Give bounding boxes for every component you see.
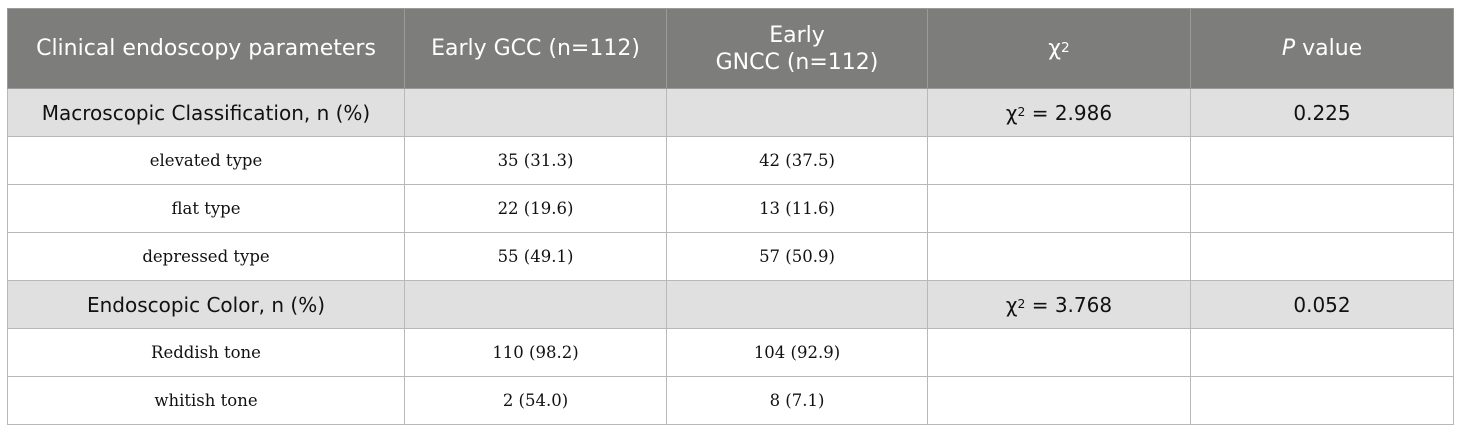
empty-cell	[666, 88, 928, 137]
group-label: Endoscopic Color, n (%)	[7, 280, 405, 329]
empty-cell	[1190, 328, 1454, 377]
table-row: elevated type 35 (31.3) 42 (37.5)	[7, 136, 1454, 185]
gcc-value: 110 (98.2)	[404, 328, 667, 377]
row-label: depressed type	[7, 232, 405, 281]
empty-cell	[927, 328, 1191, 377]
empty-cell	[404, 88, 667, 137]
empty-cell	[1190, 232, 1454, 281]
table-row: flat type 22 (19.6) 13 (11.6)	[7, 184, 1454, 233]
header-row: Clinical endoscopy parameters Early GCC …	[7, 8, 1454, 89]
gncc-value: 57 (50.9)	[666, 232, 928, 281]
header-p-value: P value	[1190, 8, 1454, 89]
header-early-gcc: Early GCC (n=112)	[404, 8, 667, 89]
chi-square-value: χ2 = 2.986	[927, 88, 1191, 137]
header-chi-square: χ2	[927, 8, 1191, 89]
empty-cell	[927, 136, 1191, 185]
header-parameters: Clinical endoscopy parameters	[7, 8, 405, 89]
empty-cell	[404, 280, 667, 329]
chi-symbol: χ	[1005, 100, 1018, 125]
chi-superscript: 2	[1017, 296, 1026, 312]
header-chi-symbol: χ	[1048, 36, 1062, 61]
empty-cell	[1190, 136, 1454, 185]
header-early-gcc-label: Early GCC (n=112)	[431, 36, 640, 61]
gncc-value: 13 (11.6)	[666, 184, 928, 233]
p-value: 0.225	[1190, 88, 1454, 137]
p-value: 0.052	[1190, 280, 1454, 329]
header-p-rest: value	[1295, 36, 1363, 61]
row-label: Reddish tone	[7, 328, 405, 377]
empty-cell	[1190, 184, 1454, 233]
gncc-value: 42 (37.5)	[666, 136, 928, 185]
gcc-value: 35 (31.3)	[404, 136, 667, 185]
row-label: elevated type	[7, 136, 405, 185]
group-row-endoscopic-color: Endoscopic Color, n (%) χ2 = 3.768 0.052	[7, 280, 1454, 329]
table-body: Macroscopic Classification, n (%) χ2 = 2…	[7, 88, 1454, 425]
table-row: Reddish tone 110 (98.2) 104 (92.9)	[7, 328, 1454, 377]
header-chi-superscript: 2	[1061, 39, 1070, 56]
gncc-value: 104 (92.9)	[666, 328, 928, 377]
chi-superscript: 2	[1017, 104, 1026, 120]
endoscopy-parameters-table: Clinical endoscopy parameters Early GCC …	[7, 8, 1454, 425]
chi-number: = 2.986	[1025, 100, 1113, 125]
empty-cell	[666, 280, 928, 329]
header-parameters-label: Clinical endoscopy parameters	[36, 36, 376, 61]
row-label: flat type	[7, 184, 405, 233]
chi-symbol: χ	[1005, 292, 1018, 317]
empty-cell	[1190, 376, 1454, 425]
header-p-italic: P	[1281, 36, 1296, 61]
empty-cell	[927, 232, 1191, 281]
gcc-value: 22 (19.6)	[404, 184, 667, 233]
header-early-gncc-line2: GNCC (n=112)	[715, 49, 879, 75]
table-row: depressed type 55 (49.1) 57 (50.9)	[7, 232, 1454, 281]
gcc-value: 2 (54.0)	[404, 376, 667, 425]
table-header: Clinical endoscopy parameters Early GCC …	[7, 8, 1454, 89]
gncc-value: 8 (7.1)	[666, 376, 928, 425]
header-early-gncc: Early GNCC (n=112)	[666, 8, 928, 89]
data-table-container: Clinical endoscopy parameters Early GCC …	[7, 8, 1454, 425]
group-row-macroscopic: Macroscopic Classification, n (%) χ2 = 2…	[7, 88, 1454, 137]
header-early-gncc-line1: Early	[769, 22, 825, 48]
chi-number: = 3.768	[1025, 292, 1113, 317]
row-label: whitish tone	[7, 376, 405, 425]
empty-cell	[927, 376, 1191, 425]
chi-square-value: χ2 = 3.768	[927, 280, 1191, 329]
group-label: Macroscopic Classification, n (%)	[7, 88, 405, 137]
empty-cell	[927, 184, 1191, 233]
table-row: whitish tone 2 (54.0) 8 (7.1)	[7, 376, 1454, 425]
gcc-value: 55 (49.1)	[404, 232, 667, 281]
